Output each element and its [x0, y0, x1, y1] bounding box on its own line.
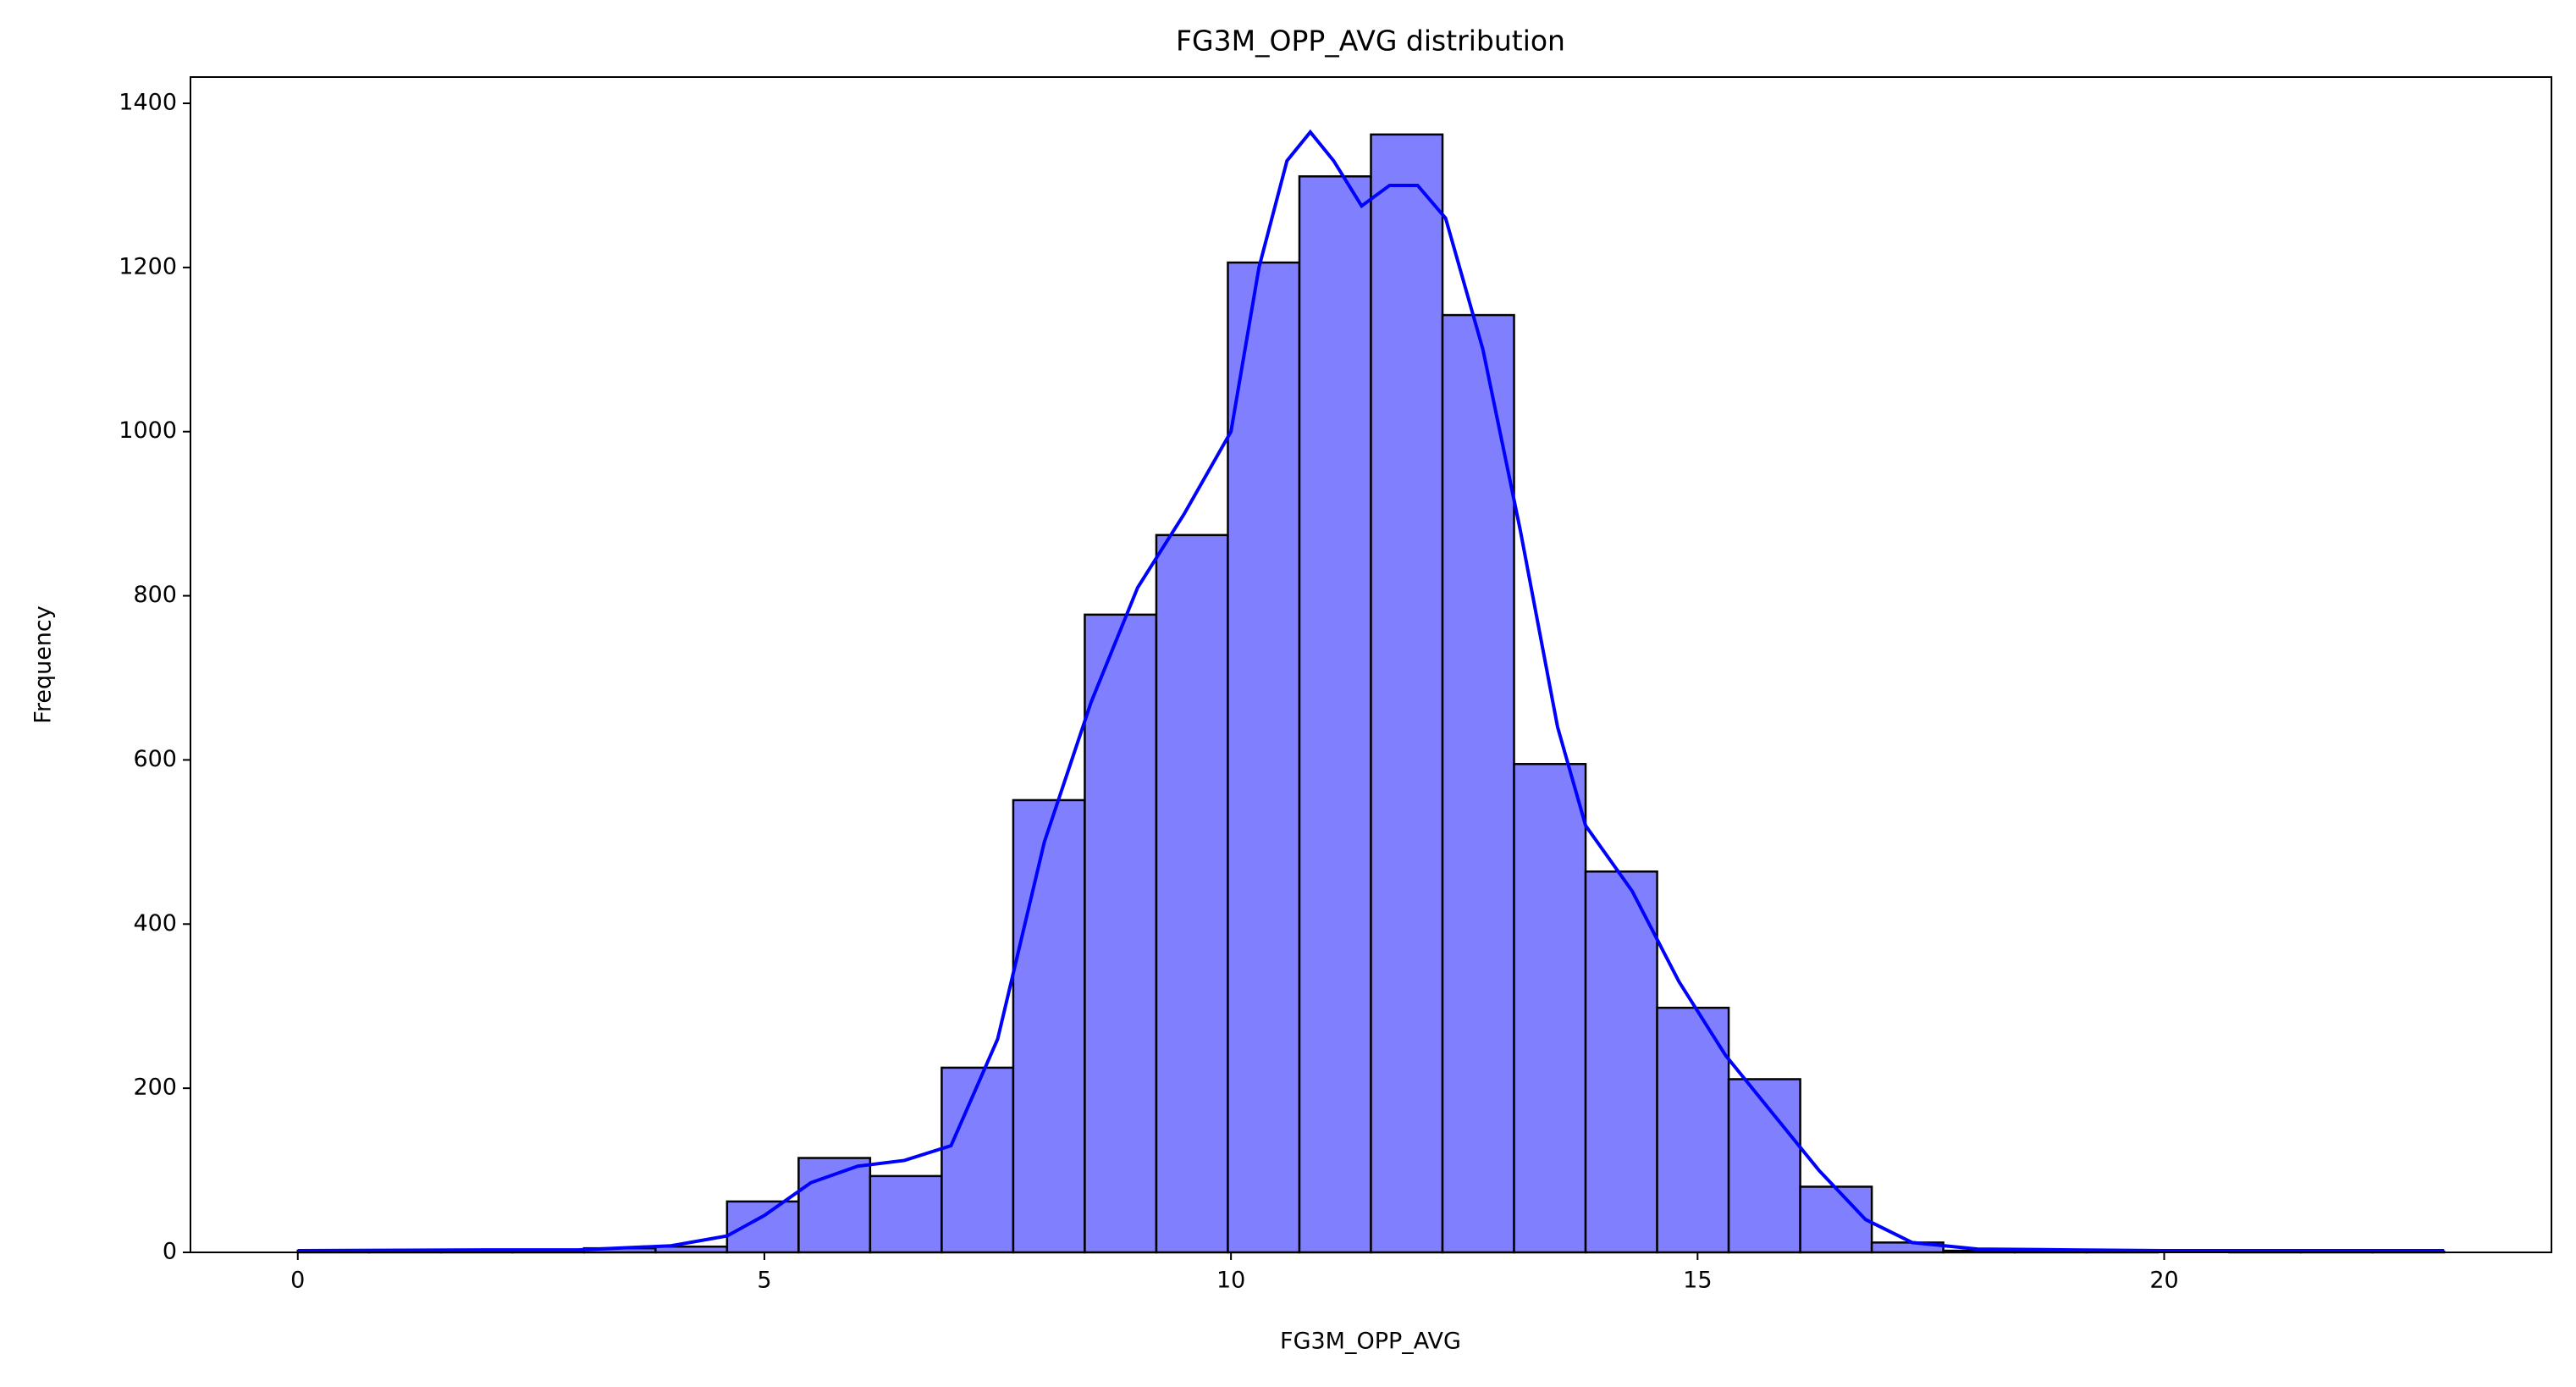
- y-tick-label: 1000: [119, 417, 177, 444]
- x-tick-label: 0: [290, 1268, 305, 1294]
- x-tick-label: 10: [1216, 1268, 1245, 1294]
- y-tick-label: 1400: [119, 90, 177, 116]
- y-tick-label: 200: [133, 1075, 177, 1101]
- y-tick-label: 600: [133, 746, 177, 772]
- bar: [1227, 261, 1301, 1254]
- y-tick-label: 800: [133, 582, 177, 608]
- x-tick-label: 20: [2149, 1268, 2178, 1294]
- bar: [1584, 870, 1658, 1254]
- bar: [797, 1157, 872, 1254]
- bar: [940, 1066, 1015, 1254]
- bar: [1799, 1185, 1873, 1254]
- bar: [1155, 533, 1229, 1254]
- bar: [1012, 798, 1086, 1254]
- bar: [1084, 613, 1158, 1254]
- x-tick-label: 5: [757, 1268, 771, 1294]
- bar: [1298, 175, 1372, 1254]
- bar: [725, 1200, 800, 1254]
- y-axis-label: Frequency: [30, 605, 57, 724]
- plot-frame: [190, 76, 2552, 1253]
- bar: [1370, 133, 1444, 1254]
- y-tick-label: 400: [133, 910, 177, 937]
- chart-title: FG3M_OPP_AVG distribution: [1176, 25, 1565, 58]
- bar: [1513, 763, 1587, 1254]
- bar: [869, 1174, 943, 1254]
- y-tick-label: 1200: [119, 253, 177, 279]
- x-axis-label: FG3M_OPP_AVG: [1280, 1329, 1461, 1355]
- y-tick-label: 0: [163, 1239, 177, 1265]
- x-tick-label: 15: [1683, 1268, 1712, 1294]
- bar: [1656, 1006, 1730, 1254]
- kde-line: [297, 129, 2445, 1253]
